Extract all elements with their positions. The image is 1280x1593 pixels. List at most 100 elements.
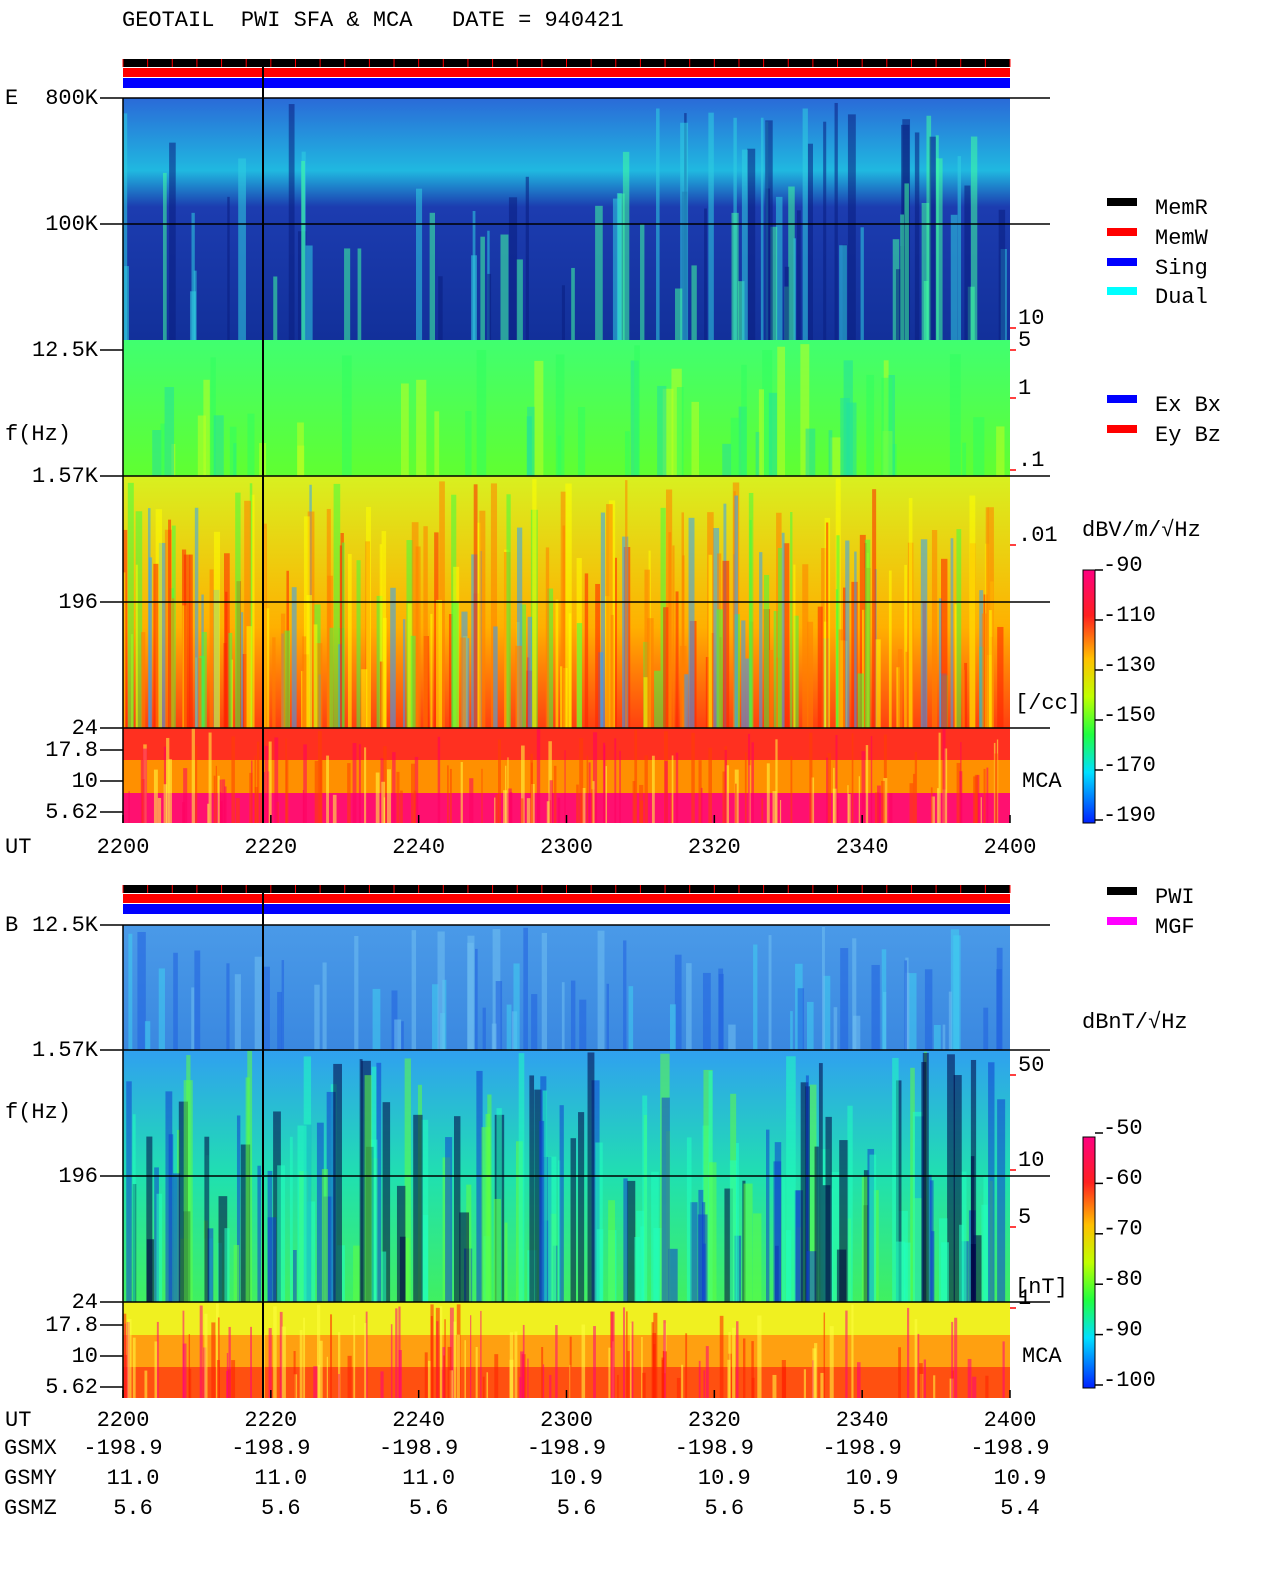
- y-tick-label: 12.5K: [32, 338, 99, 363]
- spectrum-texture: [565, 483, 572, 728]
- spectrum-texture: [506, 1004, 512, 1050]
- spectrum-texture: [229, 426, 237, 476]
- spectrum-texture: [277, 991, 282, 1050]
- spectrum-texture: [135, 564, 138, 728]
- spectrum-texture: [576, 623, 583, 728]
- spectrum-texture: [972, 1376, 977, 1398]
- spectrum-texture: [924, 969, 933, 1050]
- spectrogram-band: [123, 1335, 1010, 1367]
- spectrum-texture: [394, 1019, 402, 1050]
- spectrum-texture: [570, 980, 576, 1050]
- spectrum-texture: [768, 392, 777, 476]
- spectrum-texture: [988, 1062, 995, 1302]
- spectrum-texture: [322, 962, 327, 1050]
- spectrum-texture: [614, 738, 617, 823]
- spectrum-texture: [700, 787, 703, 823]
- spectrum-texture: [790, 1011, 793, 1050]
- spectrum-texture: [852, 938, 857, 1050]
- spectrum-texture: [241, 612, 244, 728]
- y-axis-label: f(Hz): [5, 422, 71, 447]
- spectrum-texture: [156, 1193, 163, 1302]
- spectrum-texture: [536, 728, 541, 823]
- spectrum-texture: [303, 1317, 306, 1398]
- spectrum-texture: [453, 1116, 461, 1302]
- spectrum-texture: [189, 291, 197, 340]
- spectrum-texture: [364, 747, 367, 823]
- spectrum-texture: [227, 196, 230, 340]
- spectrum-texture: [744, 752, 747, 823]
- spectrum-texture: [722, 771, 726, 823]
- spectrum-texture: [171, 598, 175, 728]
- spectrum-texture: [845, 1310, 848, 1398]
- spectrum-texture: [475, 948, 478, 1050]
- spectrum-texture: [703, 1069, 713, 1302]
- spectrum-texture: [279, 1311, 283, 1398]
- spectrum-texture: [734, 495, 738, 728]
- spectrum-texture: [642, 1095, 648, 1302]
- spectrum-texture: [570, 1138, 577, 1302]
- spectrum-texture: [387, 769, 391, 823]
- spectrum-texture: [818, 1063, 823, 1302]
- spectrum-texture: [727, 1359, 731, 1398]
- legend-label: PWI: [1155, 885, 1195, 910]
- spectrum-texture: [779, 800, 782, 823]
- spectrum-texture: [581, 1324, 586, 1398]
- spectrum-texture: [956, 529, 962, 728]
- legend-label: MGF: [1155, 915, 1195, 940]
- ephemeris-value: 11.0: [402, 1466, 455, 1491]
- spectrum-texture: [881, 780, 885, 823]
- spectrum-texture: [625, 480, 628, 728]
- spectrum-texture: [584, 573, 589, 728]
- spectrum-texture: [347, 1355, 352, 1398]
- spectrum-texture: [825, 1116, 832, 1302]
- x-tick-label: 2300: [540, 1408, 593, 1433]
- spectrum-texture: [313, 1366, 318, 1398]
- spectrum-texture: [973, 417, 985, 476]
- spectrum-texture: [379, 544, 383, 728]
- spectrum-texture: [964, 185, 971, 340]
- y-tick-label: 24: [72, 716, 98, 741]
- spectrum-texture: [774, 1142, 782, 1302]
- spectrum-texture: [702, 1202, 706, 1302]
- spectrum-texture: [730, 417, 740, 476]
- spectrum-texture: [766, 763, 770, 823]
- spectrum-texture: [752, 1213, 762, 1302]
- spectrum-texture: [453, 1321, 457, 1398]
- spectrum-texture: [204, 1136, 210, 1302]
- spectrum-texture: [629, 1323, 632, 1398]
- spectrum-texture: [183, 1080, 193, 1302]
- spectrum-texture: [547, 1156, 557, 1302]
- spectrum-texture: [800, 344, 810, 476]
- side-scale-label: .1: [1018, 448, 1044, 473]
- spectrum-texture: [289, 1136, 293, 1302]
- spectrum-texture: [353, 1314, 356, 1398]
- spectrum-texture: [883, 778, 888, 823]
- spectrum-texture: [390, 1324, 393, 1398]
- spectrum-texture: [829, 1326, 834, 1398]
- spectrum-texture: [410, 763, 416, 823]
- spectrum-texture: [473, 484, 478, 728]
- spectrum-texture: [240, 1144, 251, 1302]
- spectrum-texture: [415, 546, 421, 728]
- spectrum-texture: [228, 1326, 231, 1398]
- spectrum-texture: [579, 999, 587, 1050]
- spectrum-texture: [452, 601, 459, 728]
- spectrum-texture: [759, 552, 763, 728]
- spectrum-texture: [795, 1190, 803, 1302]
- spectrum-texture: [866, 374, 875, 476]
- spectrum-texture: [445, 1137, 453, 1302]
- spectrum-texture: [527, 406, 535, 476]
- side-scale-label: 1: [1018, 376, 1031, 401]
- x-tick-label: 2200: [97, 835, 150, 860]
- spectrum-texture: [703, 1370, 706, 1398]
- spectrum-texture: [246, 626, 252, 728]
- y-tick-label: 12.5K: [32, 913, 99, 938]
- spectrum-texture: [864, 539, 871, 728]
- spectrum-texture: [516, 527, 523, 728]
- x-tick-label: 2400: [984, 835, 1037, 860]
- spectrum-texture: [182, 1343, 187, 1398]
- spectrum-texture: [793, 615, 799, 728]
- y-tick-label: 17.8: [45, 738, 98, 763]
- spectrum-texture: [964, 662, 968, 728]
- spectrum-texture: [691, 732, 695, 823]
